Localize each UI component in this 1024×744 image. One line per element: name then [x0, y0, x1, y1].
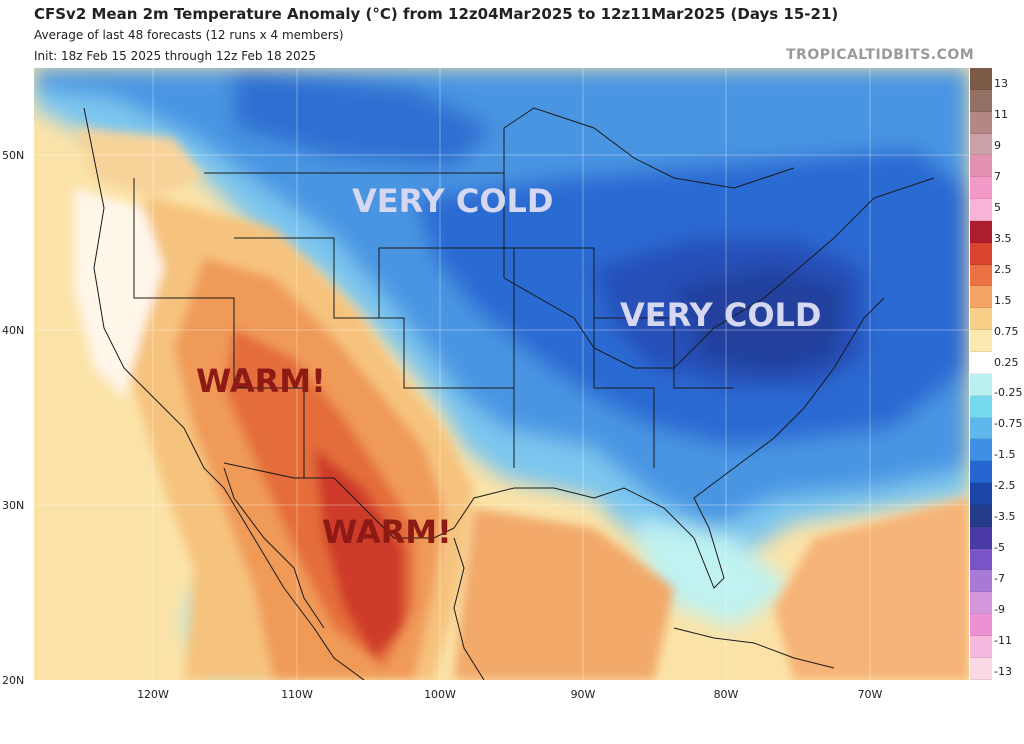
lat-tick-50n: 50N	[2, 149, 25, 162]
lon-tick-80w: 80W	[713, 688, 739, 701]
temperature-anomaly-map	[34, 68, 969, 680]
very-cold-label-east: VERY COLD	[620, 296, 822, 334]
very-cold-label-north: VERY COLD	[352, 182, 554, 220]
lat-tick-20n: 20N	[2, 674, 25, 687]
warm-region-core	[314, 448, 404, 658]
lon-tick-90w: 90W	[570, 688, 596, 701]
colorbar-segment	[970, 548, 992, 571]
lon-tick-70w: 70W	[857, 688, 883, 701]
colorbar-label: -3.5	[994, 510, 1016, 524]
colorbar-segment	[970, 461, 992, 484]
colorbar-label: 0.25	[994, 355, 1019, 369]
warm-gulf	[454, 508, 674, 680]
map-title: CFSv2 Mean 2m Temperature Anomaly (°C) f…	[34, 5, 839, 23]
warm-atlantic	[774, 498, 969, 680]
warm-label-west: WARM!	[196, 362, 326, 400]
colorbar-segment	[970, 592, 992, 615]
colorbar-label: -7	[994, 572, 1005, 586]
colorbar-label: -11	[994, 634, 1012, 648]
colorbar-segment	[970, 570, 992, 593]
colorbar-label: -5	[994, 541, 1005, 555]
lon-tick-110w: 110W	[281, 688, 313, 701]
lat-tick-30n: 30N	[2, 499, 25, 512]
colorbar-segment	[970, 657, 992, 680]
colorbar-segment	[970, 308, 992, 331]
colorbar-segment	[970, 286, 992, 309]
colorbar-label: -0.25	[994, 386, 1023, 400]
lon-tick-100w: 100W	[424, 688, 456, 701]
colorbar-label: 0.75	[994, 324, 1019, 338]
colorbar-segment	[970, 199, 992, 221]
colorbar-segment	[970, 155, 992, 178]
colorbar-segment	[970, 264, 992, 287]
colorbar-label: 1.5	[994, 293, 1012, 307]
colorbar-label: 9	[994, 138, 1001, 152]
cold-region-deep	[674, 268, 844, 373]
colorbar-segment	[970, 89, 992, 112]
colorbar-segment	[970, 395, 992, 418]
graticule	[34, 68, 969, 680]
colorbar-segment	[970, 330, 992, 352]
colorbar-label: 7	[994, 169, 1001, 183]
lon-tick-120w: 120W	[137, 688, 169, 701]
colorbar-label: 5	[994, 200, 1001, 214]
colorbar-segment	[970, 220, 992, 243]
colorbar-label: 2.5	[994, 262, 1012, 276]
colorbar-segment	[970, 504, 992, 527]
colorbar-label: 11	[994, 107, 1008, 121]
colorbar-segment	[970, 373, 992, 396]
map-subtitle: Average of last 48 forecasts (12 runs x …	[34, 28, 344, 42]
colorbar-label: 3.5	[994, 231, 1012, 245]
colorbar-label: -1.5	[994, 448, 1016, 462]
colorbar-label: -13	[994, 665, 1012, 678]
warm-pacific-nw	[74, 128, 204, 198]
white-neutral-band	[74, 188, 164, 398]
colorbar-segment	[970, 483, 992, 505]
colorbar-label: -2.5	[994, 479, 1016, 493]
colorbar-segment	[970, 417, 992, 440]
colorbar-segment	[970, 68, 992, 90]
colorbar	[970, 68, 992, 680]
coastlines-and-borders	[83, 107, 935, 680]
colorbar-segment	[970, 614, 992, 636]
colorbar-segment	[970, 635, 992, 658]
colorbar-segment	[970, 111, 992, 134]
colorbar-label: 13	[994, 77, 1008, 90]
colorbar-label: -0.75	[994, 417, 1023, 431]
warm-label-south: WARM!	[322, 513, 452, 551]
lat-tick-40n: 40N	[2, 324, 25, 337]
colorbar-segment	[970, 177, 992, 200]
colorbar-segment	[970, 242, 992, 265]
colorbar-segment	[970, 439, 992, 462]
colorbar-segment	[970, 351, 992, 374]
init-info: Init: 18z Feb 15 2025 through 12z Feb 18…	[34, 49, 316, 63]
brand-watermark: TROPICALTIDBITS.COM	[786, 47, 975, 63]
colorbar-segment	[970, 133, 992, 156]
cold-region-north	[234, 68, 494, 168]
colorbar-label: -9	[994, 603, 1005, 617]
cold-gulf-cyan	[634, 518, 794, 628]
colorbar-segment	[970, 526, 992, 549]
